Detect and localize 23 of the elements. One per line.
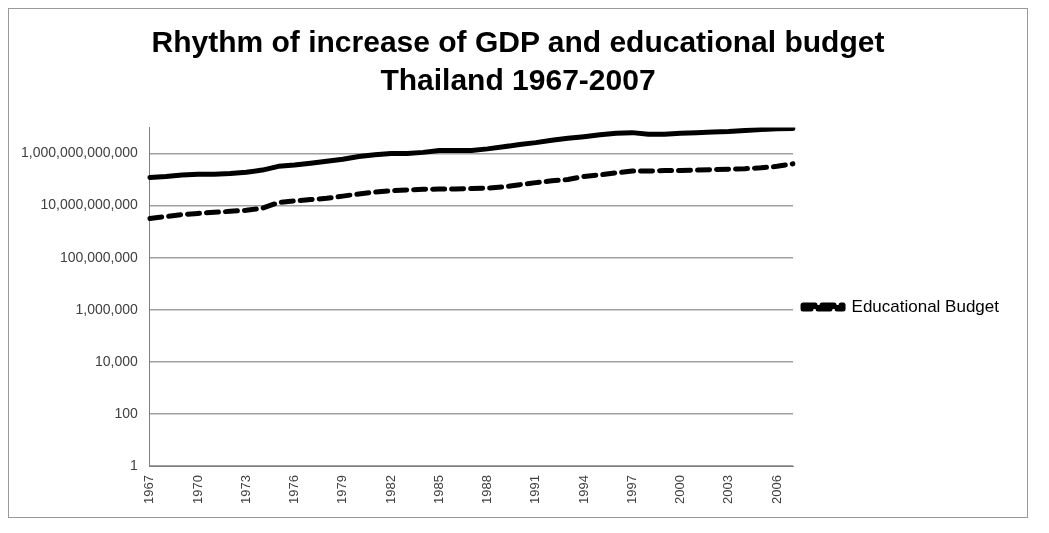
x-tick-label: 2006: [768, 475, 784, 504]
x-tick-label: 1976: [286, 475, 302, 504]
y-tick-label: 10,000: [94, 352, 138, 369]
x-tick-label: 1991: [527, 475, 543, 504]
legend-label: Educational Budget: [851, 296, 1000, 316]
y-tick-label: 10,000,000,000: [40, 196, 138, 213]
x-tick-label: 1970: [189, 475, 205, 504]
x-tick-label: 2000: [672, 475, 688, 504]
x-tick-label: 1967: [141, 475, 157, 504]
x-tick-label: 1988: [479, 475, 495, 504]
y-tick-label: 1,000,000: [75, 300, 138, 317]
x-tick-label: 1994: [575, 475, 591, 504]
chart-title: Rhythm of increase of GDP and educational budget Thailand 1967-2007: [150, 24, 886, 98]
y-tick-label: 1,000,000,000,000: [21, 144, 138, 161]
y-tick-label: 1: [129, 456, 138, 473]
x-tick-label: 1985: [430, 475, 446, 504]
x-tick-label: 1982: [382, 475, 398, 504]
y-tick-label: 100: [114, 404, 138, 421]
x-tick-label: 2003: [720, 475, 736, 504]
x-tick-label: 1979: [334, 475, 350, 504]
x-tick-label: 1997: [623, 475, 639, 504]
x-tick-label: 1973: [237, 475, 253, 504]
y-tick-label: 100,000,000: [59, 248, 138, 265]
